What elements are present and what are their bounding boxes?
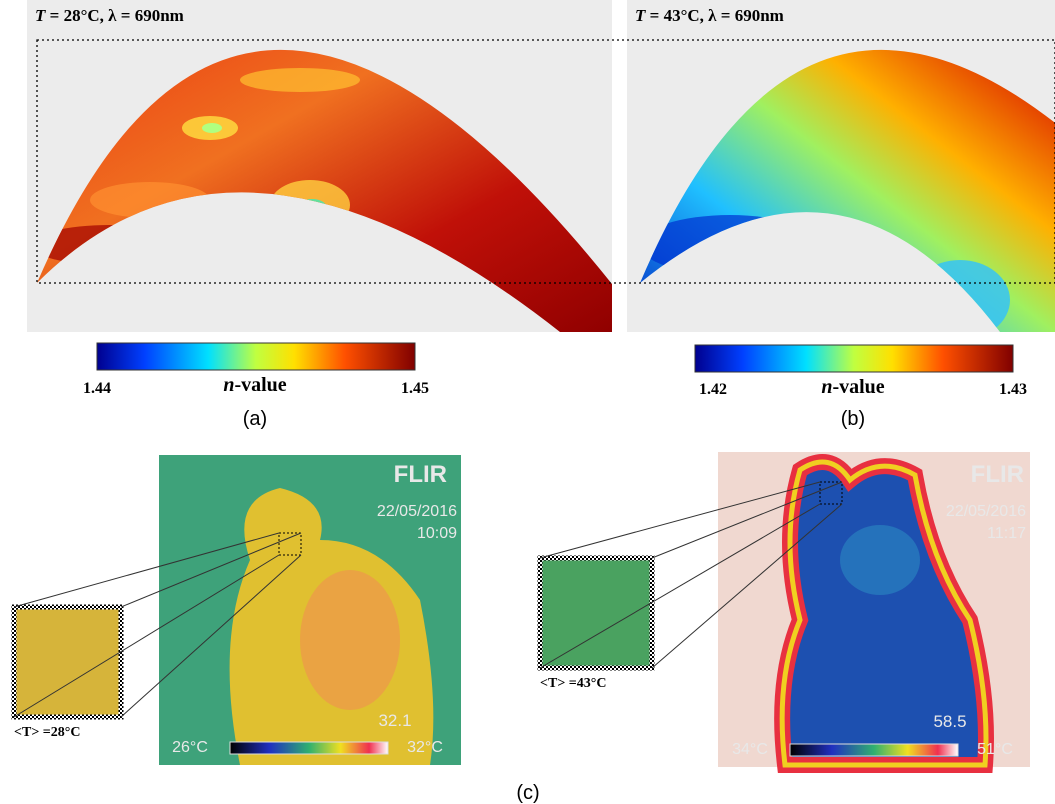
inset-right (537, 555, 655, 671)
spot-temp: 58.5 (933, 712, 966, 731)
panel-b-title: T = 43°C, λ = 690nm (635, 6, 784, 25)
scale-max: 32°C (407, 739, 443, 756)
spot-temp: 32.1 (378, 711, 411, 730)
inset-left (11, 604, 124, 720)
colorbar-b (694, 344, 1014, 373)
caption: (a) (243, 408, 267, 430)
colorbar-label: n-value (821, 376, 884, 398)
time: 10:09 (417, 525, 457, 542)
caption: (b) (841, 408, 865, 430)
thermal-right (718, 452, 1030, 773)
scale-min: 34°C (732, 741, 768, 758)
colorbar-min: 1.42 (699, 381, 727, 398)
zoom-lines (539, 481, 843, 669)
panel-a-title: T = 28°C, λ = 690nm (35, 6, 184, 25)
thermal-left (159, 455, 461, 765)
caption: (c) (516, 782, 539, 804)
scale-min: 26°C (172, 739, 208, 756)
colorbar-label: n-value (223, 374, 286, 396)
colorbar-a (96, 342, 416, 371)
zoom-lines (13, 532, 302, 718)
date: 22/05/2016 (946, 503, 1026, 520)
mean-temp: <T> =28°C (14, 725, 80, 740)
region-box (36, 39, 1055, 284)
brand: FLIR (394, 461, 447, 488)
colorbar-max: 1.43 (999, 381, 1027, 398)
colorbar-min: 1.44 (83, 380, 111, 397)
scale-bar (789, 743, 959, 757)
scale-bar (229, 741, 389, 755)
mean-temp: <T> =43°C (540, 676, 606, 691)
colorbar-max: 1.45 (401, 380, 429, 397)
brand: FLIR (971, 461, 1024, 488)
scale-max: 51°C (977, 741, 1013, 758)
date: 22/05/2016 (377, 503, 457, 520)
time: 11:17 (987, 525, 1026, 542)
